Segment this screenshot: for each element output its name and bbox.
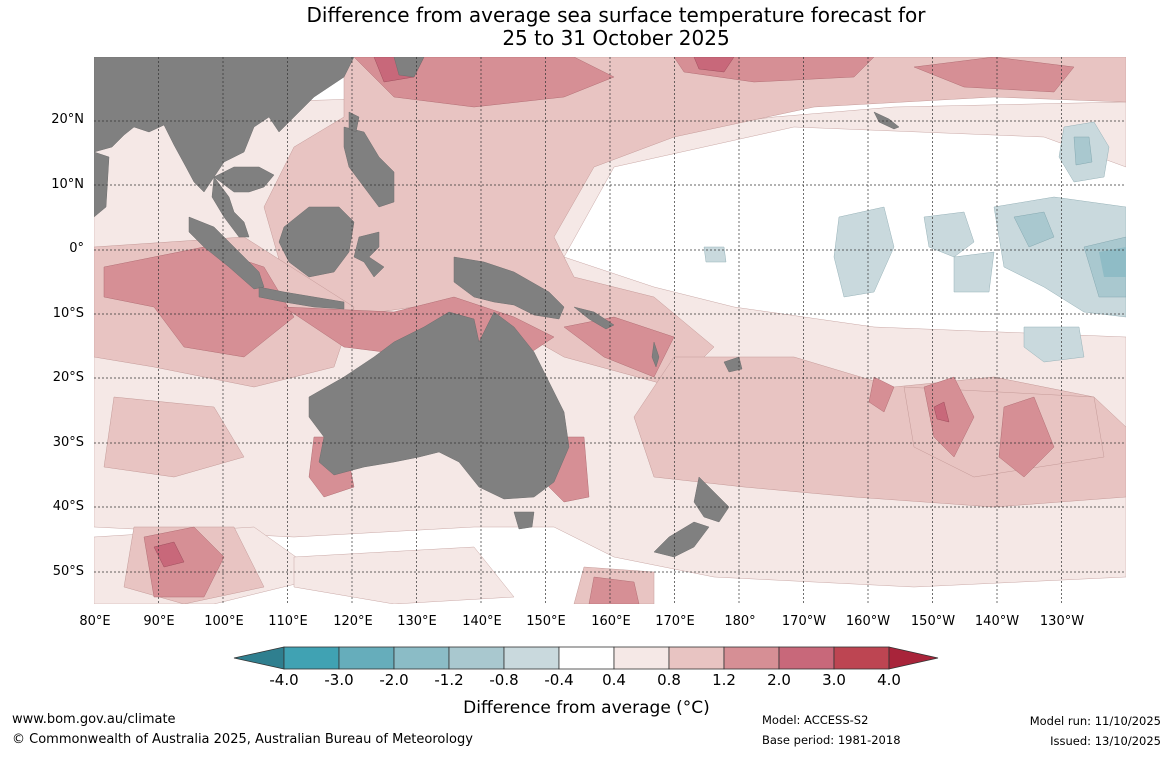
- colorbar-bin: [503, 646, 560, 670]
- model-run-date: Model run: 11/10/2025: [1029, 714, 1161, 728]
- lon-label-80e: 80°E: [79, 614, 111, 629]
- colorbar-bin: [778, 646, 835, 670]
- colorbar-bin: [448, 646, 505, 670]
- lon-label-130e: 130°E: [397, 614, 437, 629]
- philippines: [343, 126, 395, 208]
- copyright-text: © Commonwealth of Australia 2025, Austra…: [12, 732, 473, 747]
- hawaii: [873, 111, 900, 130]
- colorbar-bin: [723, 646, 780, 670]
- lat-label-40s: 40°S: [52, 499, 84, 514]
- colorbar-bin: [833, 646, 890, 670]
- lon-label-180: 180°: [724, 614, 756, 629]
- legend-tick-label: 0.8: [657, 671, 681, 689]
- colorbar: [233, 646, 939, 670]
- asia-mainland: [94, 57, 355, 193]
- colorbar-bin: [393, 646, 450, 670]
- legend-tick-label: -3.0: [324, 671, 354, 689]
- fiji: [723, 356, 743, 373]
- anomaly-cool-1.2-layer: [1099, 247, 1126, 277]
- malay-peninsula: [211, 176, 250, 238]
- new-zealand-south: [653, 521, 710, 558]
- lat-label-10n: 10°N: [51, 177, 84, 192]
- lat-label-30s: 30°S: [52, 435, 84, 450]
- lon-label-140w: 140°W: [974, 614, 1020, 629]
- new-zealand-north: [693, 476, 730, 523]
- india-tip: [94, 151, 110, 218]
- colorbar-max-extension: [888, 646, 939, 670]
- title-line-2: 25 to 31 October 2025: [502, 26, 730, 50]
- lon-label-150e: 150°E: [526, 614, 566, 629]
- legend-tick-label: 0.4: [602, 671, 626, 689]
- lon-label-150w: 150°W: [910, 614, 956, 629]
- lon-label-120e: 120°E: [333, 614, 373, 629]
- colorbar-bin: [283, 646, 340, 670]
- base-period: Base period: 1981-2018: [762, 733, 901, 747]
- lon-label-140e: 140°E: [462, 614, 502, 629]
- lat-label-20n: 20°N: [51, 112, 84, 127]
- lat-label-50s: 50°S: [52, 564, 84, 579]
- borneo: [278, 206, 355, 278]
- bom-website-link[interactable]: www.bom.gov.au/climate: [12, 712, 176, 727]
- lon-label-110e: 110°E: [268, 614, 308, 629]
- legend-tick-label: 1.2: [712, 671, 736, 689]
- legend-tick-label: -1.2: [434, 671, 464, 689]
- vanuatu: [651, 341, 660, 368]
- lon-label-100e: 100°E: [204, 614, 244, 629]
- legend-tick-label: 3.0: [822, 671, 846, 689]
- colorbar-bin: [338, 646, 395, 670]
- legend-tick-label: 2.0: [767, 671, 791, 689]
- title-line-1: Difference from average sea surface temp…: [306, 3, 926, 27]
- lon-label-170w: 170°W: [781, 614, 827, 629]
- lon-label-170e: 170°E: [655, 614, 695, 629]
- lat-label-equator: 0°: [69, 241, 84, 256]
- legend-tick-label: -2.0: [379, 671, 409, 689]
- java: [258, 286, 345, 310]
- lat-label-20s: 20°S: [52, 370, 84, 385]
- taiwan: [348, 111, 360, 133]
- graticule: [94, 57, 1126, 604]
- legend-tick-label: -0.4: [544, 671, 574, 689]
- issued-date: Issued: 13/10/2025: [1050, 734, 1161, 748]
- lon-label-160w: 160°W: [845, 614, 891, 629]
- legend-tick-label: -0.8: [489, 671, 519, 689]
- colorbar-bin: [558, 646, 615, 670]
- lat-label-10s: 10°S: [52, 306, 84, 321]
- lon-label-90e: 90°E: [143, 614, 175, 629]
- australia: [308, 311, 570, 500]
- model-name: Model: ACCESS-S2: [762, 713, 869, 727]
- colorbar-bin: [668, 646, 725, 670]
- land-masses: [94, 57, 900, 558]
- lon-label-130w: 130°W: [1039, 614, 1085, 629]
- tasmania: [513, 511, 535, 530]
- new-guinea: [453, 256, 565, 320]
- colorbar-bin: [613, 646, 670, 670]
- colorbar-min-extension: [233, 646, 285, 670]
- sulawesi: [353, 231, 385, 278]
- lon-label-160e: 160°E: [591, 614, 631, 629]
- legend-title: Difference from average (°C): [463, 698, 710, 718]
- sst-anomaly-map: [94, 57, 1126, 604]
- indochina: [213, 166, 275, 193]
- legend-tick-label: -4.0: [269, 671, 299, 689]
- legend-tick-label: 4.0: [877, 671, 901, 689]
- chart-title: Difference from average sea surface temp…: [0, 4, 1173, 50]
